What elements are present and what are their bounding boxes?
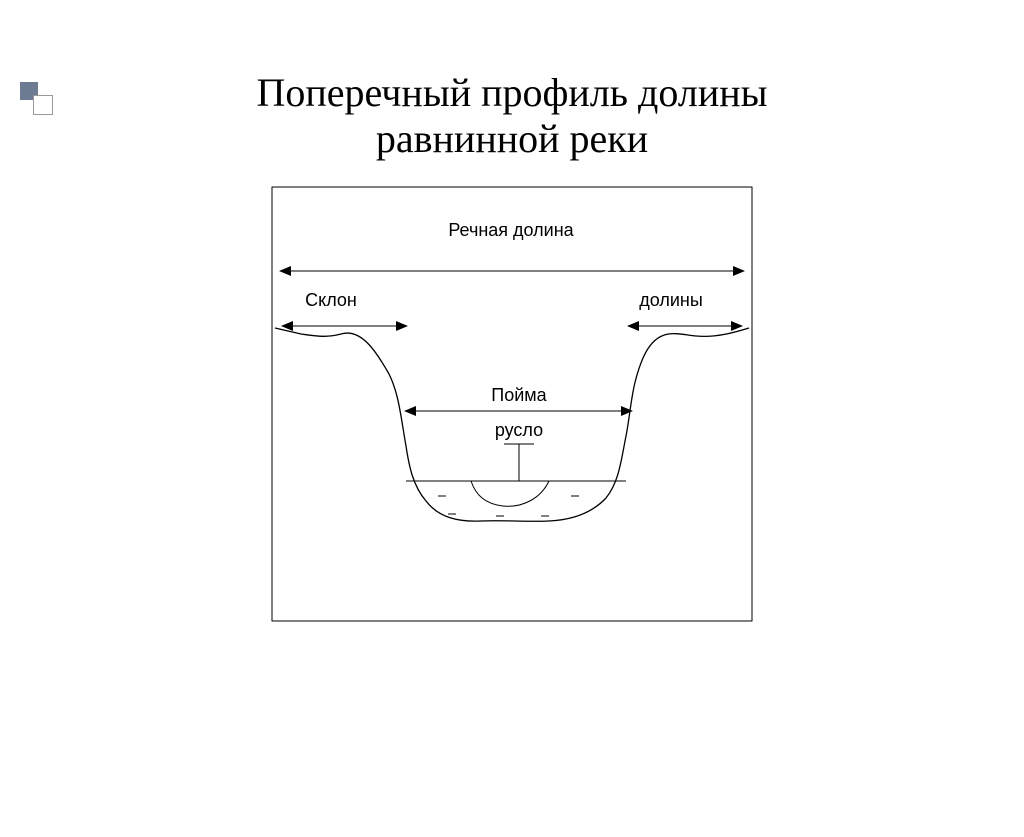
slope-label-right: долины bbox=[639, 290, 703, 310]
slide-corner-decoration bbox=[20, 82, 50, 112]
slope-label-left: Склон bbox=[305, 290, 357, 310]
river-valley-label: Речная долина bbox=[448, 220, 574, 240]
channel-curve bbox=[471, 481, 549, 506]
title-line-2: равнинной реки bbox=[376, 116, 648, 161]
title-line-1: Поперечный профиль долины bbox=[256, 70, 767, 115]
channel-label: русло bbox=[495, 420, 543, 440]
cross-section-diagram: Речная долина Склон долины Пойма русло bbox=[271, 186, 753, 622]
slide-title: Поперечный профиль долины равнинной реки bbox=[0, 70, 1024, 162]
floodplain-label: Пойма bbox=[491, 385, 547, 405]
